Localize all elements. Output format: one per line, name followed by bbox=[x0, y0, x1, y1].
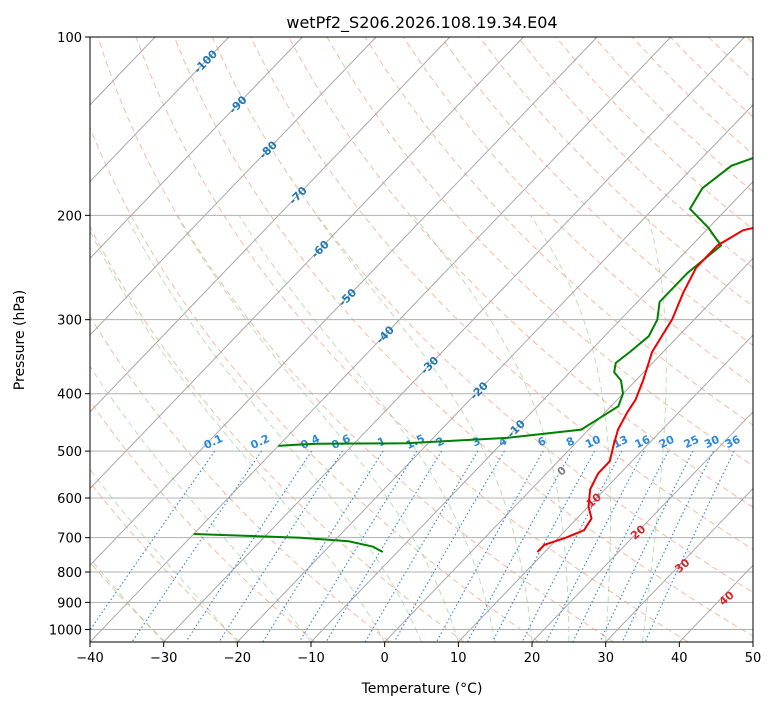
dry-adiabat bbox=[90, 399, 316, 642]
moist-adiabat bbox=[530, 215, 611, 642]
mixing-ratio-line bbox=[599, 450, 694, 642]
dewpoint-line bbox=[278, 157, 753, 447]
isotherm bbox=[90, 37, 230, 183]
mixing-ratio-line bbox=[572, 450, 669, 642]
y-tick-label: 600 bbox=[57, 492, 82, 507]
x-axis-ticks: −40 −30 −20 −10 0 10 20 30 40 50 bbox=[76, 642, 761, 666]
isotherm bbox=[90, 37, 524, 490]
isotherm bbox=[605, 487, 753, 642]
mixing-ratio-line bbox=[467, 450, 573, 642]
mixing-ratio-line bbox=[644, 450, 735, 642]
isobars bbox=[90, 37, 753, 630]
x-tick-label: 50 bbox=[745, 651, 762, 666]
isotherm bbox=[90, 37, 377, 336]
y-tick-label: 800 bbox=[57, 566, 82, 581]
x-axis-label: Temperature (°C) bbox=[361, 681, 483, 697]
y-axis-label: Pressure (hPa) bbox=[12, 290, 28, 390]
moist-adiabat bbox=[125, 215, 422, 642]
mixing-ratio-label: 16 bbox=[633, 433, 653, 451]
dry-adiabat bbox=[135, 37, 689, 642]
mixing-ratio-line bbox=[621, 450, 714, 642]
mixing-ratio-lines bbox=[90, 450, 735, 642]
isotherm bbox=[384, 257, 753, 642]
y-tick-label: 100 bbox=[57, 31, 82, 46]
isotherm bbox=[90, 37, 303, 260]
dry-adiabat bbox=[326, 37, 753, 467]
y-axis-ticks: 100 200 300 400 500 600 700 800 900 1000 bbox=[49, 31, 90, 638]
plot-frame bbox=[89, 36, 754, 643]
dry-adiabat bbox=[364, 37, 753, 426]
mixing-ratio-line bbox=[90, 450, 216, 632]
dry-adiabat bbox=[90, 481, 241, 642]
dry-adiabat bbox=[90, 225, 465, 642]
mixing-ratio-label: 10 bbox=[583, 433, 603, 451]
isotherm bbox=[163, 37, 745, 642]
moist-adiabat bbox=[90, 557, 165, 642]
mixing-ratio-line bbox=[298, 450, 418, 642]
x-tick-label: −30 bbox=[150, 651, 177, 666]
y-tick-label: 700 bbox=[57, 532, 82, 547]
chart-title: wetPf2_S206.2026.108.19.34.E04 bbox=[286, 13, 557, 33]
y-tick-label: 200 bbox=[57, 209, 82, 224]
moist-adiabat bbox=[413, 215, 570, 642]
mixing-ratio-line bbox=[393, 450, 505, 642]
dry-adiabat bbox=[211, 37, 753, 593]
isotherm bbox=[90, 37, 672, 642]
mixing-ratio-label: 30 bbox=[702, 433, 722, 451]
moist-adiabat bbox=[238, 215, 496, 642]
y-tick-label: 1000 bbox=[49, 623, 82, 638]
moist-adiabat bbox=[315, 215, 533, 642]
y-tick-label: 300 bbox=[57, 314, 82, 329]
dry-adiabats bbox=[90, 37, 753, 642]
mixing-ratio-line bbox=[491, 450, 595, 642]
y-tick-label: 500 bbox=[57, 445, 82, 460]
dry-adiabat bbox=[90, 315, 390, 642]
x-tick-label: −10 bbox=[297, 651, 324, 666]
x-tick-label: 10 bbox=[450, 651, 467, 666]
dewpoint-line-lower bbox=[193, 533, 384, 553]
dry-adiabat bbox=[288, 37, 753, 508]
moist-adiabat bbox=[642, 215, 667, 642]
dry-adiabat bbox=[402, 37, 753, 386]
mixing-ratio-line bbox=[325, 450, 443, 642]
mixing-ratio-label: 25 bbox=[682, 433, 701, 451]
x-tick-label: 40 bbox=[671, 651, 688, 666]
mixing-ratio-label: 20 bbox=[657, 433, 677, 451]
x-tick-label: 0 bbox=[381, 651, 389, 666]
mixing-ratio-line bbox=[521, 450, 623, 642]
mixing-ratio-line bbox=[131, 450, 263, 642]
x-tick-label: −40 bbox=[76, 651, 103, 666]
dry-adiabat bbox=[90, 126, 540, 642]
isotherm bbox=[310, 180, 753, 642]
mixing-ratio-line bbox=[185, 450, 313, 642]
x-tick-label: 30 bbox=[597, 651, 614, 666]
dry-adiabat bbox=[97, 37, 614, 642]
mixing-ratio-label: 36 bbox=[723, 433, 743, 451]
isotherm bbox=[90, 37, 451, 413]
isotherm bbox=[90, 37, 598, 566]
temperature-line bbox=[536, 227, 753, 553]
x-tick-label: −20 bbox=[224, 651, 251, 666]
moist-adiabats bbox=[90, 215, 667, 642]
y-tick-label: 400 bbox=[57, 388, 82, 403]
mixing-ratio-line bbox=[545, 450, 645, 642]
x-tick-label: 20 bbox=[524, 651, 541, 666]
dry-adiabat bbox=[250, 37, 753, 551]
dry-adiabat bbox=[440, 37, 753, 346]
moist-adiabat bbox=[90, 365, 312, 642]
dry-adiabat bbox=[173, 37, 753, 637]
isotherm bbox=[531, 411, 753, 642]
moist-adiabat bbox=[90, 229, 386, 642]
y-tick-label: 900 bbox=[57, 596, 82, 611]
